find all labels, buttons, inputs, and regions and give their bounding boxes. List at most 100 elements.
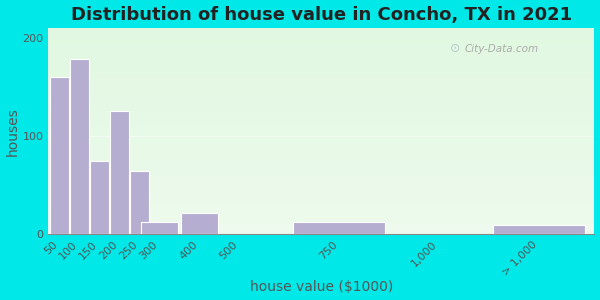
Bar <box>49 155 595 156</box>
Bar <box>49 185 595 186</box>
Bar <box>49 186 595 187</box>
Bar <box>49 44 595 45</box>
Bar <box>49 119 595 120</box>
Bar <box>49 81 595 82</box>
Bar <box>49 199 595 200</box>
Bar <box>49 135 595 136</box>
Bar <box>49 129 595 130</box>
Bar <box>49 125 595 126</box>
Bar <box>49 137 595 138</box>
Bar <box>49 120 595 121</box>
Bar <box>49 180 595 181</box>
Bar <box>49 168 595 169</box>
Bar <box>49 103 595 104</box>
Bar <box>49 124 595 125</box>
Bar <box>49 33 595 34</box>
Bar <box>49 123 595 124</box>
Bar <box>49 53 595 54</box>
Bar <box>49 105 595 106</box>
Bar <box>49 150 595 151</box>
Bar <box>49 100 595 101</box>
Bar <box>49 128 595 129</box>
Bar <box>49 149 595 150</box>
Bar <box>49 158 595 159</box>
Bar <box>49 133 595 134</box>
Bar <box>49 132 595 133</box>
Bar <box>49 112 595 114</box>
Bar <box>49 189 595 190</box>
Bar <box>49 86 595 87</box>
Bar <box>141 222 178 234</box>
Bar <box>49 212 595 213</box>
Title: Distribution of house value in Concho, TX in 2021: Distribution of house value in Concho, T… <box>71 6 572 24</box>
Bar <box>49 162 595 163</box>
Bar <box>49 38 595 39</box>
Bar <box>49 140 595 142</box>
Bar <box>49 218 595 219</box>
Bar <box>49 29 595 30</box>
Bar <box>49 49 595 50</box>
Bar <box>49 122 595 123</box>
Bar <box>49 229 595 230</box>
Bar <box>49 183 595 184</box>
Bar <box>49 184 595 185</box>
Bar <box>49 170 595 171</box>
Bar <box>49 63 595 64</box>
Bar <box>49 60 595 61</box>
Y-axis label: houses: houses <box>5 107 20 155</box>
Bar <box>49 187 595 188</box>
Bar <box>49 228 595 229</box>
Bar <box>49 161 595 162</box>
Bar <box>49 65 595 66</box>
Bar <box>49 224 595 225</box>
Bar <box>49 84 595 85</box>
Bar <box>49 193 595 194</box>
Bar <box>49 94 595 95</box>
Text: ⊙: ⊙ <box>450 42 460 55</box>
Bar <box>49 227 595 228</box>
Bar <box>49 159 595 160</box>
Bar <box>49 175 595 176</box>
Bar <box>49 165 595 166</box>
Bar <box>49 102 595 103</box>
Bar <box>49 144 595 145</box>
Bar <box>49 147 595 148</box>
Bar <box>49 55 595 56</box>
Bar <box>49 66 595 67</box>
Bar <box>49 200 595 201</box>
Bar <box>49 61 595 62</box>
Bar <box>49 195 595 196</box>
Bar <box>49 90 595 91</box>
Bar <box>49 69 595 70</box>
Bar <box>70 59 89 234</box>
Bar <box>49 148 595 149</box>
Bar <box>49 126 595 127</box>
Bar <box>49 231 595 232</box>
Bar <box>49 156 595 157</box>
Bar <box>49 230 595 231</box>
Bar <box>49 232 595 233</box>
Bar <box>49 157 595 158</box>
Bar <box>49 142 595 144</box>
Bar <box>49 95 595 96</box>
Bar <box>49 222 595 223</box>
Bar <box>49 37 595 38</box>
Bar <box>49 28 595 29</box>
Bar <box>49 115 595 116</box>
Bar <box>49 98 595 99</box>
Bar <box>49 151 595 152</box>
Bar <box>49 233 595 234</box>
Bar <box>49 41 595 42</box>
Bar <box>49 39 595 40</box>
Bar <box>49 104 595 105</box>
Bar <box>49 64 595 65</box>
Bar <box>181 213 218 234</box>
Bar <box>49 154 595 155</box>
Bar <box>49 194 595 195</box>
Bar <box>49 42 595 44</box>
Bar <box>49 73 595 74</box>
Bar <box>49 68 595 69</box>
Bar <box>49 206 595 207</box>
Bar <box>49 210 595 211</box>
Text: City-Data.com: City-Data.com <box>464 44 539 53</box>
